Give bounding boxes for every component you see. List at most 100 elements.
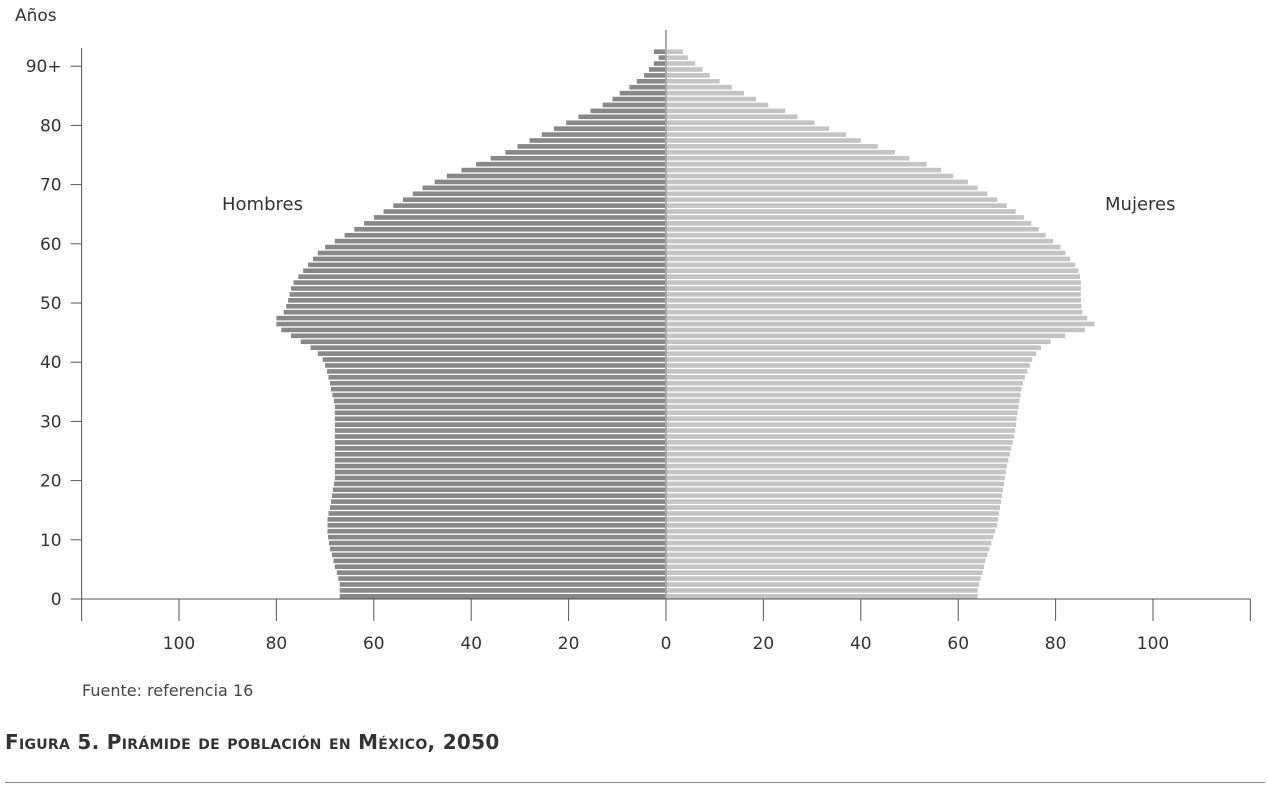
- bar-mujeres-age-46: [667, 321, 1095, 327]
- bar-mujeres-age-78: [667, 132, 847, 137]
- bar-hombres-age-0: [339, 594, 665, 599]
- bar-mujeres-age-19: [667, 481, 1004, 487]
- bar-hombres-age-11: [327, 528, 665, 534]
- bar-hombres-age-12: [327, 523, 665, 528]
- bar-mujeres-age-4: [667, 570, 983, 575]
- bar-mujeres-age-21: [667, 469, 1006, 475]
- bar-hombres-age-42: [310, 345, 665, 350]
- bar-hombres-age-35: [330, 386, 665, 392]
- bar-mujeres-age-68: [667, 191, 988, 197]
- bar-hombres-age-88: [644, 73, 665, 78]
- bar-hombres-age-9: [329, 540, 665, 546]
- bar-mujeres-age-7: [667, 552, 988, 558]
- bar-hombres-age-31: [334, 410, 665, 416]
- bar-hombres-age-92: [653, 49, 666, 54]
- bar-hombres-age-58: [317, 250, 665, 256]
- bar-hombres-age-28: [334, 428, 665, 433]
- bar-mujeres-age-52: [667, 286, 1081, 291]
- bar-mujeres-age-10: [667, 534, 994, 540]
- bar-mujeres-age-91: [667, 55, 688, 60]
- bar-hombres-age-76: [517, 144, 665, 149]
- bar-hombres-age-87: [636, 79, 665, 84]
- bar-mujeres-age-29: [667, 422, 1017, 427]
- y-tick-label: 90+: [26, 57, 62, 77]
- bar-hombres-age-69: [422, 185, 665, 191]
- bar-mujeres-age-56: [667, 262, 1076, 268]
- x-tick-label: 60: [363, 634, 385, 654]
- bar-mujeres-age-63: [667, 221, 1032, 226]
- bar-mujeres-age-44: [667, 333, 1066, 339]
- bar-hombres-age-51: [289, 292, 665, 297]
- bar-hombres-age-27: [334, 434, 665, 439]
- series-label-hombres: Hombres: [222, 194, 303, 215]
- bar-mujeres-age-86: [667, 84, 732, 90]
- series-label-mujeres: Mujeres: [1105, 194, 1175, 215]
- bar-hombres-age-54: [298, 274, 665, 279]
- x-tick-label: 40: [850, 634, 872, 654]
- y-tick-label: 40: [40, 353, 62, 373]
- bar-hombres-age-40: [322, 357, 665, 362]
- bar-mujeres-age-34: [667, 392, 1021, 398]
- bar-mujeres-age-39: [667, 363, 1030, 368]
- bar-mujeres-age-15: [667, 505, 1001, 510]
- bar-mujeres-age-9: [667, 540, 992, 546]
- bar-mujeres-age-18: [667, 487, 1003, 493]
- bar-hombres-age-86: [629, 84, 665, 90]
- bar-mujeres-age-61: [667, 232, 1046, 238]
- bar-mujeres-age-72: [667, 167, 942, 173]
- bar-hombres-age-39: [325, 363, 665, 368]
- bar-mujeres-age-57: [667, 256, 1071, 262]
- bar-hombres-age-23: [334, 457, 665, 463]
- y-axis-title: Años: [15, 6, 57, 26]
- bar-mujeres-age-0: [667, 594, 978, 599]
- bar-mujeres-age-17: [667, 493, 1003, 498]
- bar-mujeres-age-67: [667, 197, 998, 202]
- figure-caption: Figura 5. Pirámide de población en Méxic…: [5, 730, 500, 754]
- bar-hombres-age-33: [333, 398, 665, 404]
- bar-hombres-age-71: [446, 173, 665, 179]
- bar-hombres-age-66: [393, 203, 665, 208]
- bar-hombres-age-5: [334, 564, 665, 570]
- bar-hombres-age-1: [339, 588, 665, 593]
- bar-mujeres-age-40: [667, 357, 1033, 362]
- x-tick-label: 100: [1137, 634, 1169, 654]
- y-tick-label: 20: [40, 472, 62, 492]
- bar-mujeres-age-20: [667, 475, 1005, 481]
- x-tick-label: 20: [558, 634, 580, 654]
- bar-mujeres-age-54: [667, 274, 1080, 279]
- bar-hombres-age-75: [505, 150, 665, 155]
- bar-hombres-age-10: [328, 534, 665, 540]
- bar-hombres-age-60: [334, 238, 665, 244]
- bar-hombres-age-7: [331, 552, 665, 558]
- axes-group: [70, 30, 1251, 621]
- y-tick-label: 50: [40, 294, 62, 314]
- bar-hombres-age-47: [276, 315, 665, 321]
- bar-mujeres-age-82: [667, 108, 786, 114]
- bar-mujeres-age-1: [667, 588, 978, 593]
- bar-hombres-age-91: [658, 55, 665, 60]
- bar-mujeres-age-41: [667, 351, 1037, 356]
- bar-hombres-age-45: [281, 327, 665, 333]
- bar-hombres-age-84: [612, 96, 665, 102]
- bar-hombres-age-62: [354, 227, 665, 232]
- bar-hombres-age-73: [476, 161, 665, 167]
- bar-mujeres-age-32: [667, 404, 1019, 410]
- bar-mujeres-age-36: [667, 380, 1023, 386]
- bar-hombres-age-78: [541, 132, 666, 137]
- bar-mujeres-age-50: [667, 298, 1081, 303]
- bar-mujeres-age-33: [667, 398, 1020, 404]
- bar-mujeres-age-83: [667, 102, 769, 108]
- bar-hombres-age-16: [330, 499, 665, 504]
- bar-hombres-age-43: [300, 339, 665, 345]
- bar-hombres-age-61: [344, 232, 665, 238]
- y-tick-label: 30: [40, 412, 62, 432]
- bar-mujeres-age-5: [667, 564, 985, 570]
- x-tick-label: 80: [266, 634, 288, 654]
- bar-hombres-age-64: [373, 215, 665, 220]
- bar-hombres-age-8: [329, 546, 665, 552]
- bar-hombres-age-63: [364, 221, 665, 226]
- bar-mujeres-age-85: [667, 90, 744, 96]
- source-note: Fuente: referencia 16: [82, 681, 254, 700]
- bar-hombres-age-44: [291, 333, 665, 339]
- bar-hombres-age-2: [339, 582, 665, 587]
